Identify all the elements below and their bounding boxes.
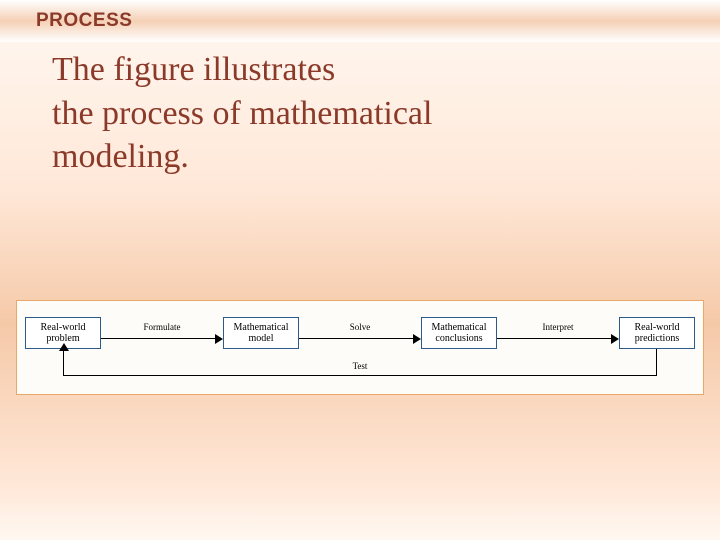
edge-interpret: Interpret [497, 322, 619, 344]
body-line-1: The figure illustrates [52, 48, 432, 92]
edge-test-feedback: Test [63, 349, 657, 377]
node-line: predictions [624, 333, 690, 344]
edge-label: Formulate [144, 322, 181, 332]
node-line: model [228, 333, 294, 344]
header-band: PROCESS [0, 0, 720, 42]
feedback-line-left [63, 349, 64, 375]
edge-solve: Solve [299, 322, 421, 344]
edge-label: Interpret [543, 322, 574, 332]
node-line: Mathematical [228, 322, 294, 333]
node-real-world-predictions: Real-world predictions [619, 317, 695, 349]
arrow-icon [497, 334, 619, 344]
node-mathematical-model: Mathematical model [223, 317, 299, 349]
arrow-up-icon [59, 343, 69, 351]
flowchart-diagram: Real-world problem Formulate Mathematica… [16, 300, 704, 395]
header-title: PROCESS [36, 10, 132, 32]
edge-label: Test [353, 361, 368, 371]
flow-row: Real-world problem Formulate Mathematica… [25, 317, 695, 349]
body-line-3: modeling. [52, 135, 432, 179]
edge-formulate: Formulate [101, 322, 223, 344]
feedback-line-bottom [63, 375, 657, 376]
node-line: Mathematical [426, 322, 492, 333]
body-text: The figure illustrates the process of ma… [52, 48, 432, 179]
body-line-2: the process of mathematical [52, 92, 432, 136]
edge-label: Solve [350, 322, 371, 332]
arrow-icon [101, 334, 223, 344]
node-line: conclusions [426, 333, 492, 344]
node-line: Real-world [30, 322, 96, 333]
feedback-line-right [656, 349, 657, 375]
node-line: Real-world [624, 322, 690, 333]
arrow-icon [299, 334, 421, 344]
node-mathematical-conclusions: Mathematical conclusions [421, 317, 497, 349]
